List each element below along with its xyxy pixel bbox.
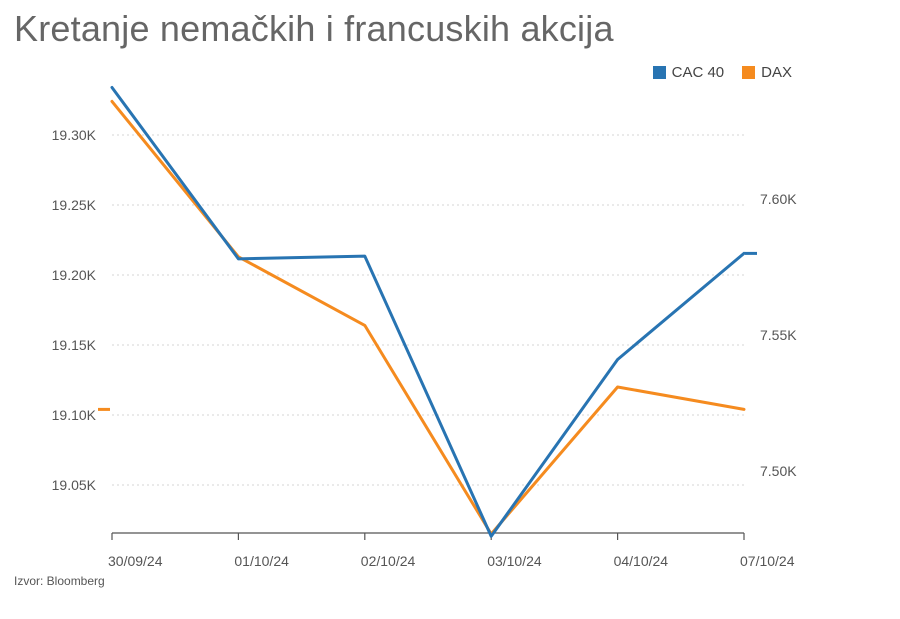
x-tick-label: 03/10/24: [487, 553, 542, 569]
legend-swatch-dax: [742, 66, 756, 79]
left-tick-label: 19.30K: [52, 127, 97, 143]
legend-label-cac40: CAC 40: [671, 64, 725, 81]
left-tick-label: 19.20K: [52, 267, 97, 283]
series-line-dax: [110, 99, 746, 536]
right-tick-label: 7.60K: [760, 191, 797, 207]
x-tick-label: 30/09/24: [108, 553, 163, 569]
x-tick-label: 07/10/24: [740, 553, 795, 569]
x-tick-label: 04/10/24: [614, 553, 669, 569]
left-tick-label: 19.05K: [52, 477, 97, 493]
axes: [111, 532, 745, 540]
left-tick-label: 19.10K: [52, 407, 97, 423]
last-value-marker: [98, 407, 110, 411]
series-line-cac40: [110, 85, 746, 538]
chart-title: Kretanje nemačkih i francuskih akcija: [14, 8, 614, 49]
left-tick-label: 19.25K: [52, 197, 97, 213]
legend-label-dax: DAX: [761, 64, 792, 81]
right-tick-label: 7.50K: [760, 463, 797, 479]
gridlines: [112, 134, 744, 486]
x-tick-label: 02/10/24: [361, 553, 416, 569]
chart-legend: CAC 40 DAX: [652, 64, 792, 81]
source-note: Izvor: Bloomberg: [14, 574, 105, 588]
left-tick-label: 19.15K: [52, 337, 97, 353]
legend-item-cac40: CAC 40: [652, 64, 725, 81]
tick-labels: 19.05K 19.10K 19.15K 19.20K 19.25K 19.30K 7.50…: [52, 127, 798, 569]
legend-swatch-cac40: [652, 66, 666, 79]
legend-item-dax: DAX: [742, 64, 792, 81]
series-lines: [98, 85, 757, 538]
right-tick-label: 7.55K: [760, 327, 797, 343]
x-tick-label: 01/10/24: [234, 553, 289, 569]
last-value-marker: [745, 251, 757, 255]
